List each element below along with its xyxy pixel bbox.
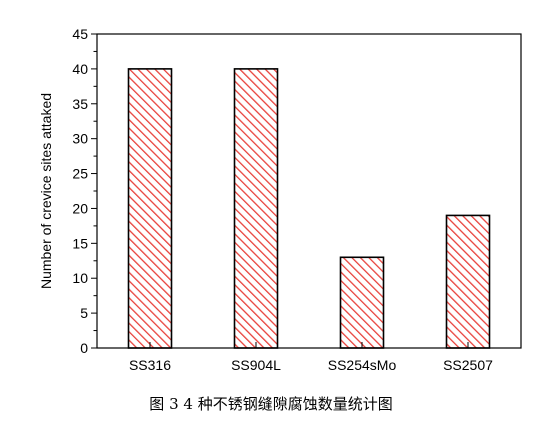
y-tick-label: 10 xyxy=(72,270,88,286)
y-tick-label: 35 xyxy=(72,96,88,112)
y-tick-label: 5 xyxy=(80,305,88,321)
bar-ss904l xyxy=(233,68,279,349)
bar-ss254smo xyxy=(339,256,385,349)
x-tick-label: SS316 xyxy=(129,357,171,373)
x-tick-label: SS904L xyxy=(231,357,281,373)
y-tick-label: 15 xyxy=(72,235,88,251)
figure-caption: 图 3 4 种不锈钢缝隙腐蚀数量统计图 xyxy=(149,395,393,413)
y-tick-label: 40 xyxy=(72,61,88,77)
y-tick-label: 20 xyxy=(72,200,88,216)
y-axis-title: Number of crevice sites attaked xyxy=(38,93,54,289)
y-tick-label: 45 xyxy=(72,26,88,42)
y-tick-label: 30 xyxy=(72,131,88,147)
x-tick-label: SS254sMo xyxy=(328,357,397,373)
y-tick-label: 0 xyxy=(80,340,88,356)
bar-ss316 xyxy=(127,68,173,349)
x-tick-label: SS2507 xyxy=(443,357,493,373)
y-tick-label: 25 xyxy=(72,166,88,182)
bar-ss2507 xyxy=(445,214,491,349)
